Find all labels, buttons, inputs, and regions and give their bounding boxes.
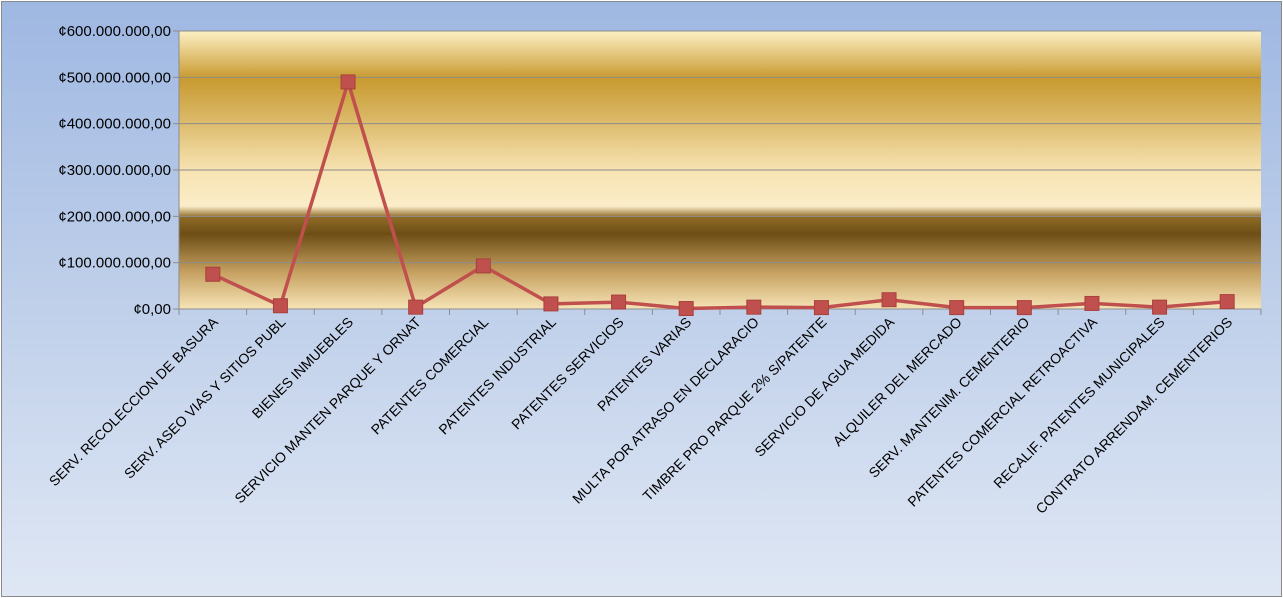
data-point-marker (813, 300, 829, 316)
data-point-marker (611, 294, 627, 310)
x-category-label: SERVICIO DE AGUA MEDIDA (751, 313, 897, 459)
y-tick-label: ¢600.000.000,00 (58, 23, 171, 40)
data-point-marker (881, 292, 897, 308)
data-point-marker (475, 258, 491, 274)
series-markers (205, 74, 1235, 317)
x-category-label: ALQUILER DEL MERCADO (830, 314, 965, 449)
y-tick-label: ¢200.000.000,00 (58, 208, 171, 225)
y-tick-label: ¢0,00 (133, 301, 171, 318)
data-point-marker (543, 296, 559, 312)
data-point-marker (949, 300, 965, 316)
x-category-label: PATENTES INDUSTRIAL (435, 314, 559, 438)
y-tick-label: ¢100.000.000,00 (58, 255, 171, 272)
data-point-marker (1152, 299, 1168, 315)
data-point-marker (408, 299, 424, 315)
data-point-marker (678, 301, 694, 317)
data-point-marker (272, 298, 288, 314)
y-tick-label: ¢500.000.000,00 (58, 69, 171, 86)
data-point-marker (1016, 300, 1032, 316)
data-point-marker (340, 74, 356, 90)
y-tick-label: ¢300.000.000,00 (58, 162, 171, 179)
x-category-label: PATENTES COMERCIAL (368, 314, 492, 438)
gridlines (179, 30, 1261, 264)
data-point-marker (746, 299, 762, 315)
y-tick-label: ¢400.000.000,00 (58, 116, 171, 133)
data-point-marker (1084, 295, 1100, 311)
x-category-label: PATENTES SERVICIOS (508, 314, 627, 433)
data-point-marker (1219, 294, 1235, 310)
series-line-path (212, 80, 1228, 311)
data-point-marker (205, 266, 221, 282)
y-axis-tick-labels: ¢0,00 ¢100.000.000,00 ¢200.000.000,00 ¢300.… (58, 23, 171, 318)
series-line (212, 80, 1228, 311)
